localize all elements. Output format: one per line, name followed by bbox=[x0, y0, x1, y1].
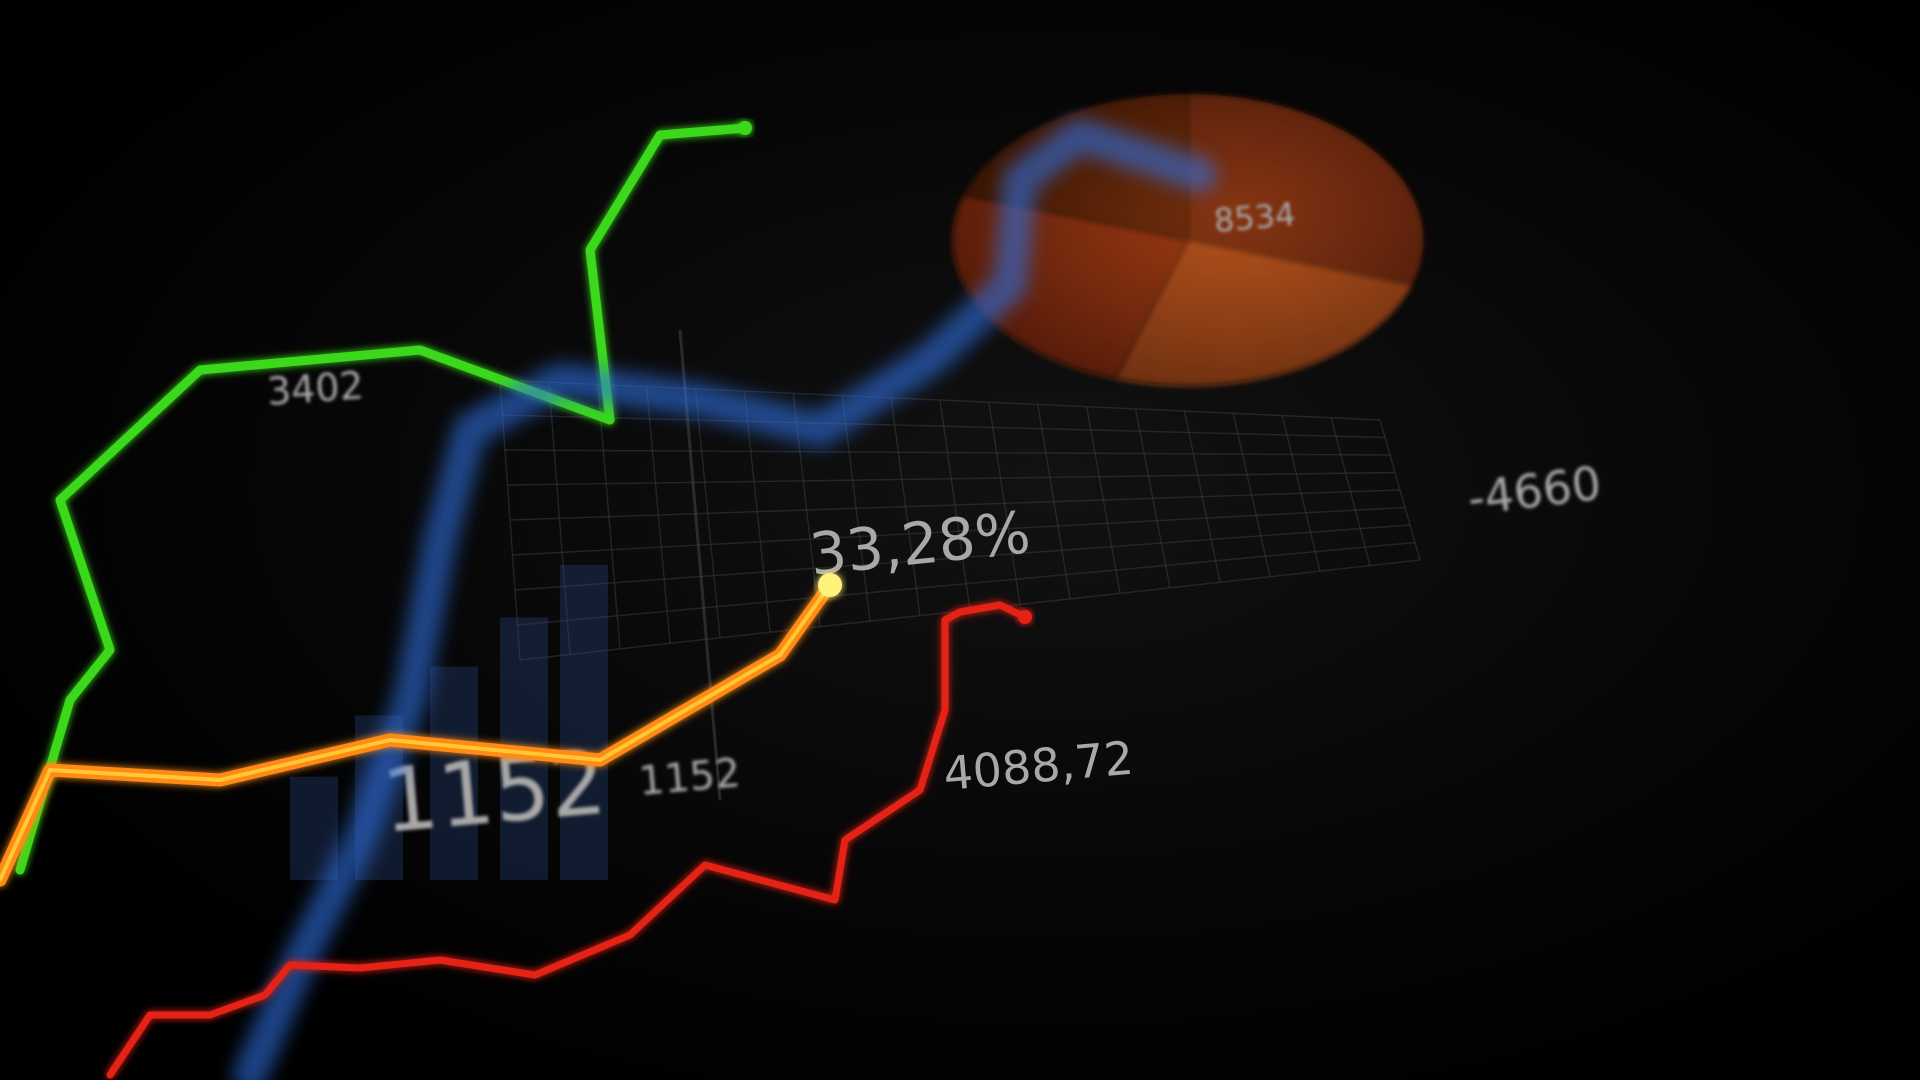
value-label: 33,28% bbox=[806, 498, 1033, 589]
value-label: 1152 bbox=[637, 750, 742, 805]
series-end-point bbox=[1018, 610, 1032, 624]
value-label: 8534 bbox=[1212, 195, 1296, 240]
bar-mark bbox=[560, 565, 608, 880]
value-label: 3402 bbox=[266, 363, 366, 414]
grid-line bbox=[517, 541, 1416, 626]
orange-series-core bbox=[0, 583, 832, 882]
bar-mark bbox=[430, 666, 478, 880]
grid-line bbox=[507, 471, 1396, 486]
value-label: 4088,72 bbox=[941, 731, 1135, 801]
grid-line bbox=[504, 449, 1391, 456]
grid-line bbox=[514, 524, 1411, 591]
green-series-line bbox=[15, 123, 750, 875]
grid-line bbox=[509, 489, 1401, 521]
blue-series-line bbox=[233, 118, 1217, 1080]
perspective-grid bbox=[499, 329, 1421, 801]
series-end-point bbox=[738, 121, 752, 135]
line-series bbox=[0, 118, 1217, 1080]
red-series-line bbox=[106, 601, 1029, 1079]
pie-shade bbox=[953, 94, 1423, 386]
series-end-point bbox=[818, 573, 842, 597]
grid-line bbox=[512, 506, 1406, 556]
value-label: -4660 bbox=[1465, 456, 1604, 526]
grid-line bbox=[502, 414, 1386, 439]
